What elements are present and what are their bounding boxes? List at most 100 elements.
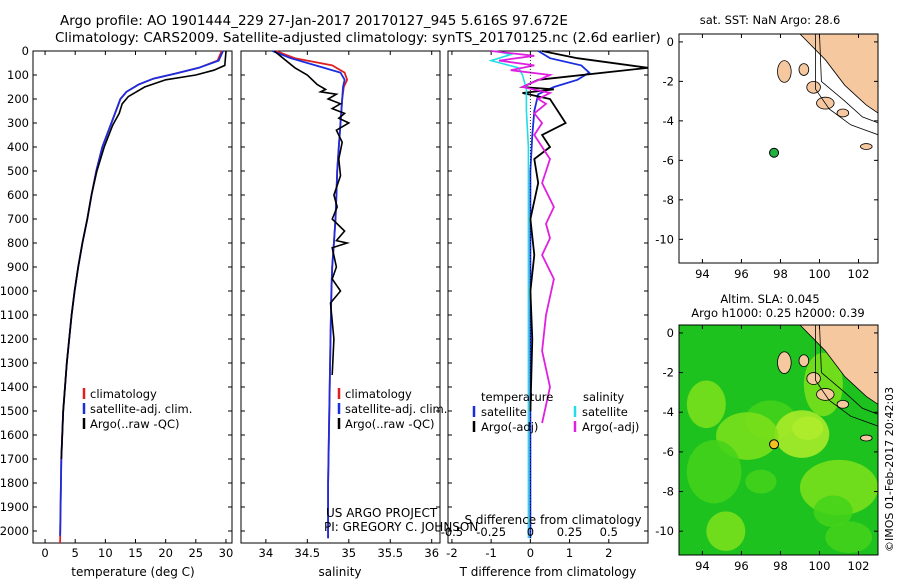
y-tick-label: 1600: [0, 428, 29, 442]
sla-blob: [792, 416, 824, 440]
land-sumatra: [799, 325, 878, 405]
series-line-argo-adj-: [491, 50, 555, 424]
x-tick-label: 98: [773, 267, 788, 281]
credit-line2: PI: GREGORY C. JOHNSON: [324, 520, 478, 534]
y-tick-label: 1700: [0, 452, 29, 466]
series-line-argo-raw-qc-: [60, 50, 227, 460]
y-tick-label: -8: [663, 485, 674, 499]
y-tick-label: 500: [7, 164, 29, 178]
y-tick-label: -10: [655, 524, 674, 538]
x-axis-label-top: S difference from climatology: [465, 513, 642, 527]
x-tick-label: 102: [848, 267, 870, 281]
x-tick-label: 25: [188, 546, 203, 560]
y-tick-label: 1500: [0, 404, 29, 418]
y-tick-label: -4: [663, 405, 674, 419]
y-tick-label: 1200: [0, 332, 29, 346]
credit-line1: US ARGO PROJECT: [326, 506, 438, 520]
sla-blob: [706, 511, 746, 552]
y-tick-label: -2: [663, 366, 674, 380]
series-line-satellite-adj-clim-: [272, 50, 346, 539]
map-frame: [678, 324, 879, 556]
x-tick-label: 10: [98, 546, 113, 560]
series-line-satellite: [488, 50, 530, 539]
y-tick-label: -4: [663, 114, 674, 128]
sla-blob: [825, 521, 873, 554]
y-tick-label: 600: [7, 188, 29, 202]
y-tick-label: 1000: [0, 284, 29, 298]
x-tick-label: 36: [424, 546, 439, 560]
legend-title: salinity: [583, 390, 624, 404]
x-tick-label: 5: [72, 546, 79, 560]
x-tick-label-salinity: 0.25: [557, 525, 583, 539]
plot-frame: [32, 50, 233, 544]
island: [860, 143, 873, 150]
sla-blob: [745, 469, 777, 494]
sst-map-panel: sat. SST: NaN Argo: 28.6 94 96 98 100 102 0 -2 -…: [655, 13, 879, 281]
x-tick-label: 30: [219, 546, 234, 560]
legend-label: Argo(..raw -QC): [345, 417, 435, 431]
legend-title: temperature: [481, 390, 553, 404]
timestamp-stamp: ©IMOS 01-Feb-2017 20:42:03: [883, 387, 896, 552]
island: [860, 434, 873, 442]
x-tick-label: 94: [695, 267, 710, 281]
y-tick-label: 700: [7, 212, 29, 226]
y-tick-label: 1400: [0, 380, 29, 394]
contour-line: [819, 34, 878, 124]
land-sumatra: [799, 34, 878, 114]
sla-blob: [813, 495, 853, 528]
x-tick-label-salinity: 0.5: [600, 525, 618, 539]
x-tick-label: -1: [485, 546, 496, 560]
y-tick-label: 2000: [0, 524, 29, 538]
y-tick-label: 300: [7, 116, 29, 130]
island: [806, 80, 821, 94]
sla-blob: [686, 440, 742, 504]
x-tick-label: 34: [259, 546, 274, 560]
sla-blob: [686, 380, 726, 429]
y-tick-label: 0: [667, 326, 674, 340]
x-tick-label: 94: [695, 559, 710, 573]
map-frame: [678, 33, 879, 264]
map-area: [679, 34, 878, 263]
x-tick-label: 96: [734, 267, 749, 281]
argo-float-marker: [769, 439, 780, 450]
map-title-line1: Altim. SLA: 0.045: [720, 292, 819, 306]
island: [836, 399, 850, 409]
legend-label: satellite-adj. clim.: [345, 402, 447, 416]
x-tick-label: 35: [341, 546, 356, 560]
island: [798, 354, 810, 368]
x-axis-label: temperature (deg C): [71, 565, 194, 579]
map-title-line2: Argo h1000: 0.25 h2000: 0.39: [691, 306, 864, 320]
contour-line: [815, 34, 878, 136]
island: [836, 108, 850, 118]
sla-blob: [803, 352, 843, 417]
figure-title-line1: Argo profile: AO 1901444_229 27-Jan-2017…: [60, 13, 568, 29]
x-tick-label: 100: [808, 559, 830, 573]
x-tick-label-salinity: -0.5: [441, 525, 463, 539]
y-tick-label: 100: [7, 68, 29, 82]
legend-label: satellite: [481, 405, 527, 419]
salinity-profile-panel: 34 34.5 35 35.5 36 salinity climatologysatelli…: [240, 50, 447, 579]
x-tick-label: 102: [848, 559, 870, 573]
x-tick-label: 20: [158, 546, 173, 560]
legend-label: Argo(-adj): [582, 420, 639, 434]
x-tick-label: 35.5: [377, 546, 403, 560]
x-tick-label: 34.5: [295, 546, 321, 560]
argo-float-marker: [769, 147, 780, 158]
x-tick-label: 0: [41, 546, 48, 560]
y-tick-label: -6: [663, 153, 674, 167]
y-tick-label: 800: [7, 236, 29, 250]
y-tick-label: 200: [7, 92, 29, 106]
y-tick-label: 400: [7, 140, 29, 154]
temperature-profile-panel: 0100200300400500600700800900100011001200…: [0, 44, 233, 579]
plot-frame: [447, 50, 649, 544]
legend-label: satellite-adj. clim.: [90, 402, 192, 416]
y-tick-label: -2: [663, 74, 674, 88]
y-tick-label: 0: [667, 35, 674, 49]
legend-label: Argo(-adj): [481, 420, 538, 434]
y-tick-label: -8: [663, 193, 674, 207]
x-tick-label: 2: [605, 546, 612, 560]
series-line-argo-raw-qc-: [273, 50, 351, 376]
contour-line: [819, 325, 878, 415]
x-tick-label: 100: [808, 267, 830, 281]
